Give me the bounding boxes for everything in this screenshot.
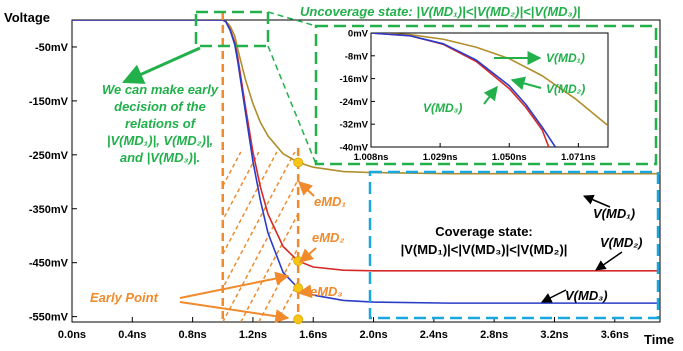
inset-x-tick-label: 1.071ns <box>561 152 596 163</box>
arrow-early-point <box>179 271 290 299</box>
main-x-ticks: 0.0ns 0.4ns 0.8ns 1.2ns 1.6ns 2.0ns 2.4ns 2.8ns… <box>58 317 629 341</box>
label-early-point: Early Point <box>90 290 159 305</box>
label-emd2: eMD₂ <box>312 230 344 245</box>
x-axis-title: Time <box>644 332 674 347</box>
inset-arrow-md3 <box>483 85 498 105</box>
early-decision-arrow <box>122 46 201 84</box>
arrow-early-point-lower <box>179 301 290 324</box>
arrow-emd3 <box>297 284 313 299</box>
main-label-md3: V(MD₃) <box>565 288 608 303</box>
zoom-source-box <box>194 10 270 48</box>
coverage-state-title: Coverage state: <box>435 224 533 239</box>
main-series <box>72 20 660 304</box>
main-y-tick-label: -150mV <box>29 96 69 108</box>
inset-series <box>371 33 608 147</box>
main-series-line-md1 <box>72 20 660 175</box>
inset-x-tick-label: 1.050ns <box>492 152 527 163</box>
y-axis-title: Voltage <box>4 10 50 25</box>
zoom-link-bottom <box>267 45 317 165</box>
main-x-tick-label: 0.4ns <box>118 329 146 341</box>
inset-y-tick-label: -32mV <box>339 120 368 131</box>
early-window-hatch <box>222 151 242 188</box>
main-x-tick-label: 3.2ns <box>540 329 568 341</box>
early-window-hatch <box>222 151 296 290</box>
main-x-tick-label: 0.0ns <box>58 329 86 341</box>
marker-emd1 <box>293 157 304 168</box>
marker-early <box>293 314 304 325</box>
main-y-ticks: -50mV -150mV -250mV -350mV -450mV -550mV <box>29 42 77 324</box>
svg-text:|V(MD₁)|, V(MD₂)|,: |V(MD₁)|, V(MD₂)|, <box>107 133 213 148</box>
main-y-tick-label: -50mV <box>35 42 69 54</box>
main-label-md1: V(MD₁) <box>593 206 635 221</box>
svg-text:relations of: relations of <box>125 116 197 131</box>
main-x-tick-label: 3.6ns <box>601 329 629 341</box>
coverage-state-box <box>368 170 660 320</box>
inset-y-tick-label: 0mV <box>348 29 369 40</box>
early-decision-annotation: We can make early decision of the relati… <box>102 82 219 165</box>
inset-y-tick-label: -40mV <box>339 143 368 154</box>
main-x-tick-label: 1.2ns <box>239 329 267 341</box>
zoom-link-top <box>267 11 317 27</box>
main-y-tick-label: -250mV <box>29 150 69 162</box>
early-window-hatch <box>222 151 278 256</box>
early-window-hatch <box>222 151 260 222</box>
uncoverage-state-box <box>314 24 658 166</box>
svg-text:and |V(MD₃)|.: and |V(MD₃)|. <box>120 150 200 165</box>
main-x-tick-label: 2.4ns <box>420 329 448 341</box>
inset-arrow-md2 <box>510 76 542 91</box>
main-x-tick-label: 2.0ns <box>359 329 387 341</box>
inset-label-md3: V(MD₃) <box>423 101 462 115</box>
main-arrow-md3 <box>541 289 567 303</box>
main-y-tick-label: -550mV <box>29 312 69 324</box>
main-x-tick-label: 2.8ns <box>480 329 508 341</box>
inset-x-tick-label: 1.029ns <box>423 152 458 163</box>
uncoverage-state-title: Uncoverage state: |V(MD₁)|<|V(MD₂)|<|V(M… <box>300 4 581 19</box>
arrow-emd1 <box>297 181 315 197</box>
svg-text:decision of the: decision of the <box>114 99 206 114</box>
main-y-tick-label: -350mV <box>29 204 69 216</box>
main-arrow-md1 <box>583 194 611 208</box>
arrow-emd2 <box>298 247 317 263</box>
inset-series-line-md1 <box>371 33 608 127</box>
inset-x-tick-label: 1.008ns <box>354 152 389 163</box>
main-arrow-md2 <box>595 251 623 271</box>
main-x-tick-label: 1.6ns <box>299 329 327 341</box>
inset-x-ticks: 1.008ns 1.029ns 1.050ns 1.071ns <box>354 143 596 163</box>
main-series-line-md3 <box>72 20 660 304</box>
inset-label-md1: V(MD₁) <box>546 51 585 65</box>
main-plot-area <box>71 19 661 323</box>
label-emd1: eMD₁ <box>314 194 346 209</box>
inset-y-ticks: 0mV -8mV -16mV -24mV -32mV -40mV <box>339 29 375 154</box>
early-window-hatch <box>349 152 439 322</box>
inset-y-tick-label: -8mV <box>345 51 369 62</box>
inset-label-md2: V(MD₂) <box>546 82 585 96</box>
inset-y-tick-label: -16mV <box>339 74 368 85</box>
inset-y-tick-label: -24mV <box>339 97 368 108</box>
marker-emd3 <box>293 283 304 293</box>
main-x-tick-label: 0.8ns <box>179 329 207 341</box>
svg-text:We can make early: We can make early <box>102 82 219 97</box>
main-label-md2: V(MD₂) <box>600 235 643 250</box>
inset-series-line-md3 <box>371 33 556 147</box>
coverage-state-relation: |V(MD₁)|<|V(MD₃)|<|V(MD₂)| <box>401 242 568 257</box>
label-emd3: eMD₃ <box>310 284 343 299</box>
main-y-tick-label: -450mV <box>29 258 69 270</box>
